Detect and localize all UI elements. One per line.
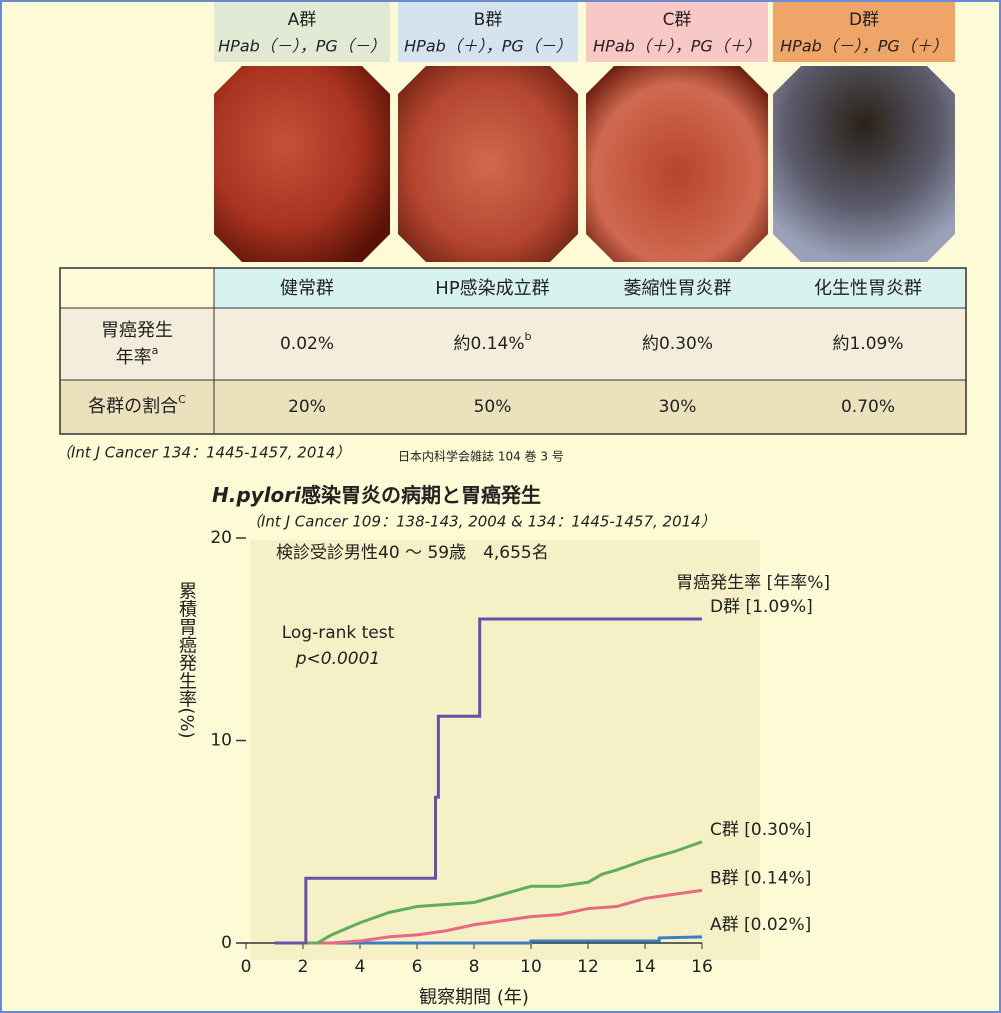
table-cell: 約0.14%b <box>454 330 532 354</box>
group-label: C群 <box>663 10 692 30</box>
group-header <box>398 2 578 62</box>
x-tick-label: 10 <box>520 957 542 977</box>
y-tick-label: 10 <box>210 731 232 751</box>
y-tick-label: 20 <box>210 528 232 548</box>
annotation: Log-rank test <box>282 623 395 643</box>
group-formula: HPab（－），PG（＋） <box>780 37 948 56</box>
table-row-bg <box>60 380 966 434</box>
table-header: HP感染成立群 <box>435 278 549 299</box>
group-label: D群 <box>849 10 879 30</box>
cell-text: 0.70% <box>841 397 895 417</box>
superscript: C <box>178 393 186 406</box>
series-label: B群 [0.14%] <box>710 868 811 888</box>
cell-text: 20% <box>288 397 326 417</box>
cell-text: 約0.30% <box>642 334 713 354</box>
table-cell: 各群の割合C <box>88 393 186 417</box>
series-label: A群 [0.02%] <box>710 915 811 935</box>
annotation: 検診受診男性40 ～ 59歳 4,655名 <box>276 543 549 563</box>
x-tick-label: 0 <box>241 957 252 977</box>
x-tick-label: 4 <box>355 957 366 977</box>
series-label: C群 [0.30%] <box>710 820 812 840</box>
x-tick-label: 12 <box>577 957 599 977</box>
group-label: A群 <box>288 10 317 30</box>
table-cell: 20% <box>288 397 326 417</box>
chart-title: H.pylori感染胃炎の病期と胃癌発生 <box>212 483 541 507</box>
title-italic: H.pylori <box>212 483 302 507</box>
chart-bg <box>250 540 760 960</box>
table-cell: 約1.09% <box>832 334 903 354</box>
x-axis-label: 観察期間 (年) <box>419 987 529 1008</box>
endoscopy-image <box>773 66 955 262</box>
table-header: 健常群 <box>280 278 334 299</box>
series-label: D群 [1.09%] <box>710 597 813 617</box>
series-line <box>274 888 703 945</box>
superscript: a <box>152 344 159 357</box>
citation: （Int J Cancer 134：1445-1457, 2014） <box>56 444 350 462</box>
row-label: 胃癌発生 <box>101 320 173 341</box>
cell-text: 約1.09% <box>832 334 903 354</box>
cell-text: 30% <box>659 397 697 417</box>
table-header: 萎縮性胃炎群 <box>624 278 732 299</box>
y-axis-label: 累積胃癌発生率(%) <box>176 581 197 738</box>
group-header <box>214 2 390 62</box>
x-tick-label: 16 <box>691 957 713 977</box>
table-cell: 50% <box>474 397 512 417</box>
cell-text: 年率 <box>116 347 152 368</box>
annotation: p<0.0001 <box>295 649 381 669</box>
chart-subtitle: （Int J Cancer 109：138-143, 2004 & 134：14… <box>246 513 716 531</box>
legend-title: 胃癌発生率 [年率%] <box>676 573 830 593</box>
table-cell: 0.02% <box>280 334 334 354</box>
y-tick-label: 0 <box>221 933 232 953</box>
group-header <box>586 2 768 62</box>
journal: 日本内科学会雑誌 104 巻 3 号 <box>398 449 564 464</box>
table-header-bg <box>214 268 966 308</box>
group-formula: HPab（＋），PG（－） <box>404 37 572 56</box>
group-formula: HPab（＋），PG（＋） <box>593 37 761 56</box>
table-cell: 30% <box>659 397 697 417</box>
endoscopy-image <box>586 66 768 262</box>
table-border <box>59 267 967 435</box>
x-tick-label: 2 <box>298 957 309 977</box>
series-line <box>274 617 702 945</box>
row-label: 年率a <box>116 344 159 368</box>
cell-text: 各群の割合 <box>88 396 178 417</box>
table-row-bg <box>60 308 966 380</box>
cell-text: 約0.14% <box>454 334 525 354</box>
title-rest: 感染胃炎の病期と胃癌発生 <box>301 483 541 507</box>
x-tick-label: 8 <box>469 957 480 977</box>
cell-text: 0.02% <box>280 334 334 354</box>
table-header: 化生性胃炎群 <box>814 278 922 299</box>
superscript: b <box>525 330 532 343</box>
series-line <box>274 840 703 945</box>
x-tick-label: 14 <box>634 957 656 977</box>
endoscopy-image <box>398 66 578 262</box>
group-formula: HPab（－），PG（－） <box>218 37 386 56</box>
group-label: B群 <box>474 10 503 30</box>
table-cell: 0.70% <box>841 397 895 417</box>
x-tick-label: 6 <box>412 957 423 977</box>
table-cell: 約0.30% <box>642 334 713 354</box>
series-line <box>274 935 703 945</box>
group-header <box>773 2 955 62</box>
cell-text: 50% <box>474 397 512 417</box>
endoscopy-image <box>214 66 390 262</box>
